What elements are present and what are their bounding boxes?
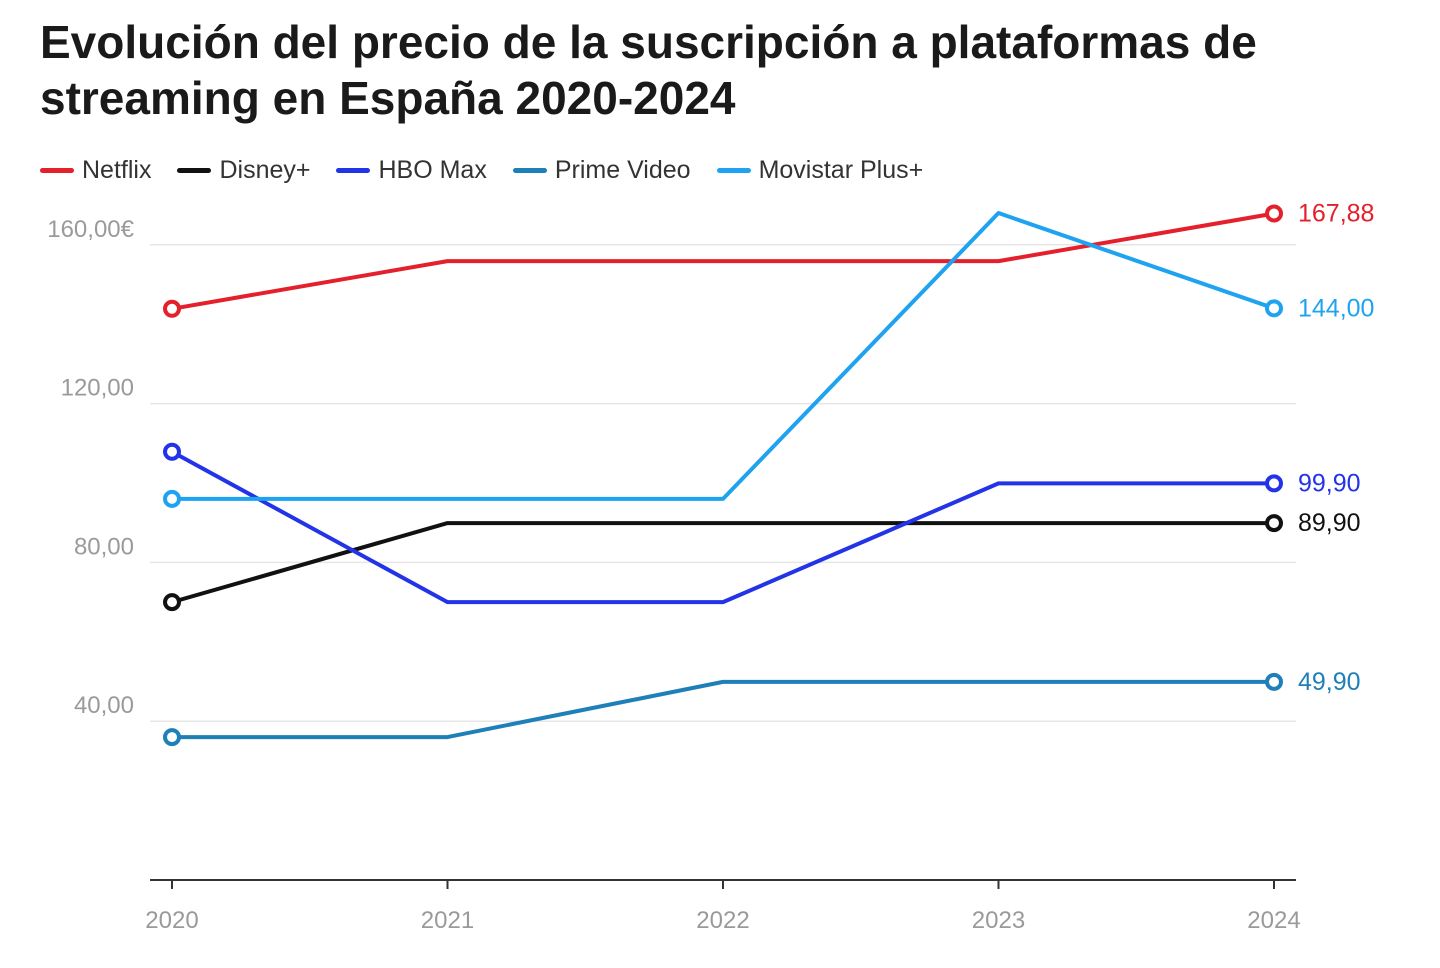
series-line-disney xyxy=(170,521,1276,605)
legend-swatch xyxy=(40,167,74,173)
chart-title: Evolución del precio de la suscripción a… xyxy=(40,16,1257,124)
x-tick-label: 2021 xyxy=(421,907,474,934)
data-point-netflix xyxy=(163,299,181,318)
legend-item-disney[interactable]: Disney+ xyxy=(177,156,310,185)
data-label-netflix: 167,88 xyxy=(1298,200,1374,228)
y-tick-label: 120,00 xyxy=(61,375,134,402)
series-line-movistar-plus xyxy=(170,211,1276,501)
gridlines xyxy=(150,244,1296,722)
legend-label: Disney+ xyxy=(219,155,311,184)
x-tick-label: 2020 xyxy=(145,907,198,934)
legend-swatch xyxy=(336,167,371,173)
axes: 40,00 80,00 120,00 160,00€ 2020 2021 2022 2023 2… xyxy=(47,216,1300,934)
data-label-hbo-max: 99,90 xyxy=(1298,469,1361,497)
series-line-netflix xyxy=(170,211,1276,311)
legend-label: Prime Video xyxy=(554,155,691,184)
series-points xyxy=(163,204,1283,747)
data-point-prime-video xyxy=(1265,672,1283,691)
series-lines xyxy=(170,211,1276,740)
legend-item-hbo-max[interactable]: HBO Max xyxy=(336,155,487,185)
series-line-prime-video xyxy=(170,679,1276,740)
data-point-movistar-plus xyxy=(1265,299,1283,318)
data-label-prime-video: 49,90 xyxy=(1298,668,1361,696)
data-point-prime-video xyxy=(163,728,181,747)
legend-swatch xyxy=(512,167,547,173)
data-label-movistar-plus: 144,00 xyxy=(1298,294,1374,322)
data-point-movistar-plus xyxy=(163,489,181,508)
data-point-netflix xyxy=(1265,204,1283,223)
end-labels: 167,88 89,90 99,90 49,90 144,00 xyxy=(1298,200,1374,696)
legend-swatch xyxy=(177,167,212,173)
y-tick-label: 80,00 xyxy=(74,533,134,560)
legend-label: Movistar Plus+ xyxy=(758,155,924,184)
data-point-disney xyxy=(163,593,181,612)
legend-item-movistar-plus[interactable]: Movistar Plus+ xyxy=(716,155,924,185)
data-point-hbo-max xyxy=(1265,474,1283,493)
legend-item-prime-video[interactable]: Prime Video xyxy=(512,155,691,185)
data-point-disney xyxy=(1265,514,1283,533)
legend: Netflix Disney+ HBO Max Prime Video Movistar… xyxy=(40,152,923,188)
legend-swatch xyxy=(716,167,751,173)
x-tick-label: 2022 xyxy=(696,907,749,934)
data-point-hbo-max xyxy=(163,442,181,461)
y-tick-label: 160,00€ xyxy=(47,216,134,243)
series-line-hbo-max xyxy=(170,449,1276,605)
x-tick-label: 2024 xyxy=(1247,907,1300,934)
y-tick-label: 40,00 xyxy=(74,692,134,719)
legend-item-netflix[interactable]: Netflix xyxy=(40,156,151,185)
data-label-disney: 89,90 xyxy=(1298,509,1361,537)
legend-label: Netflix xyxy=(82,155,152,184)
x-tick-label: 2023 xyxy=(972,907,1025,934)
legend-label: HBO Max xyxy=(378,155,487,184)
